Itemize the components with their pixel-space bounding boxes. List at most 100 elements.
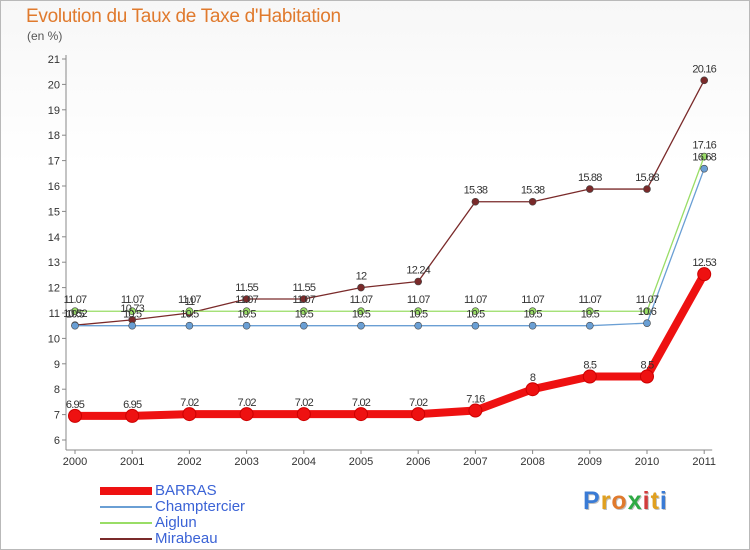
data-label-aiglun: 11.07	[235, 294, 258, 306]
data-point-champtercier	[185, 321, 194, 330]
series-layer	[68, 76, 712, 423]
data-label-barras: 7.16	[466, 394, 485, 406]
data-point-barras	[239, 407, 254, 422]
data-label-aiglun: 11.07	[636, 294, 659, 306]
data-label-champtercier: 10.5	[523, 309, 542, 321]
data-label-mirabeau: 11.55	[235, 282, 258, 294]
data-point-champtercier	[585, 321, 594, 330]
y-tick-label: 17	[48, 156, 60, 168]
data-point-aiglun	[242, 307, 251, 316]
x-tick-label: 2001	[120, 456, 144, 468]
legend-item-mirabeau: Mirabeau	[100, 531, 320, 547]
data-point-champtercier	[299, 321, 308, 330]
data-point-barras	[296, 407, 311, 422]
data-label-aiglun: 11.07	[178, 294, 201, 306]
legend-label: BARRAS	[155, 482, 217, 499]
logo-letter: t	[650, 487, 660, 515]
data-point-barras	[68, 408, 82, 423]
data-labels-layer: 6.95 6.95 7.02 7.02 7.02 7.02 7.02 7.16 8 8.5 8.5 1…	[63, 63, 717, 411]
x-tick-label: 2008	[520, 456, 544, 468]
data-label-aiglun: 11.07	[350, 294, 373, 306]
data-point-mirabeau	[643, 185, 651, 193]
series-line-mirabeau	[74, 79, 705, 326]
y-tick-label: 14	[48, 232, 60, 244]
data-label-barras: 7.02	[237, 397, 256, 409]
data-label-mirabeau: 15.88	[578, 172, 602, 184]
x-tick-label: 2004	[292, 456, 316, 468]
data-label-barras: 7.02	[180, 397, 199, 409]
data-label-champtercier: 10.5	[466, 309, 485, 321]
y-tick-label: 9	[54, 359, 60, 371]
x-tick-label: 2009	[578, 456, 602, 468]
data-label-mirabeau: 12.24	[406, 265, 430, 277]
data-label-barras: 7.02	[295, 397, 314, 409]
data-label-mirabeau: 10.52	[63, 308, 87, 320]
data-point-champtercier	[128, 321, 136, 330]
chart-title: Evolution du Taux de Taxe d'Habitation	[26, 6, 341, 27]
data-label-barras: 8.5	[641, 360, 655, 372]
x-tick-label: 2010	[635, 456, 659, 468]
y-tick-label: 15	[48, 206, 60, 218]
data-point-champtercier	[242, 321, 251, 330]
data-label-mirabeau: 20.16	[692, 63, 716, 75]
data-label-aiglun: 11.07	[464, 294, 487, 306]
logo-letter: i	[659, 487, 668, 515]
legend-label: Champtercier	[155, 498, 246, 515]
y-tick-label: 7	[54, 410, 60, 422]
data-label-champtercier: 10.5	[237, 309, 256, 321]
data-label-barras: 12.53	[692, 257, 716, 269]
data-point-aiglun	[299, 307, 308, 316]
legend-swatch	[100, 538, 152, 540]
y-tick-label: 10	[48, 333, 60, 345]
data-label-champtercier: 10.5	[180, 309, 199, 321]
data-label-aiglun: 11.07	[64, 294, 87, 306]
data-label-aiglun: 11.07	[521, 294, 544, 306]
legend-item-aiglun: Aiglun	[100, 515, 320, 531]
logo-letter: o	[611, 487, 628, 515]
y-tick-label: 13	[48, 257, 60, 269]
data-point-champtercier	[71, 321, 79, 330]
y-tick-label: 11	[49, 308, 60, 320]
series-line-aiglun	[74, 155, 705, 312]
data-point-aiglun	[414, 307, 423, 316]
data-point-mirabeau	[299, 295, 308, 303]
data-label-mirabeau: 15.88	[635, 172, 659, 184]
data-point-aiglun	[528, 307, 537, 316]
data-point-aiglun	[357, 307, 365, 316]
data-label-champtercier: 10.5	[66, 309, 85, 321]
y-tick-label: 6	[54, 435, 60, 447]
proxiti-logo: Proxiti	[583, 487, 668, 516]
series-line-barras	[71, 270, 709, 420]
data-label-mirabeau: 11	[184, 296, 195, 308]
data-label-aiglun: 11.07	[292, 294, 315, 306]
legend-label: Mirabeau	[155, 530, 218, 547]
data-label-barras: 7.02	[409, 397, 428, 409]
data-point-mirabeau	[528, 197, 537, 206]
chart-legend: BARRAS Champtercier Aiglun Mirabeau	[100, 483, 320, 547]
data-label-barras: 8	[530, 372, 536, 384]
x-tick-label: 2002	[177, 456, 201, 468]
data-label-champtercier: 10.5	[409, 309, 428, 321]
data-point-mirabeau	[357, 283, 365, 292]
data-label-barras: 6.95	[123, 399, 142, 411]
data-point-barras	[525, 382, 540, 397]
legend-label: Aiglun	[155, 514, 197, 531]
legend-swatch	[100, 506, 152, 508]
data-label-mirabeau: 15.38	[464, 185, 488, 197]
data-label-champtercier: 10.5	[581, 309, 600, 321]
x-tick-label: 2003	[234, 456, 258, 468]
data-label-barras: 6.95	[66, 399, 85, 411]
data-label-aiglun: 11.07	[121, 294, 144, 306]
logo-letter: x	[627, 487, 643, 515]
data-point-mirabeau	[585, 185, 594, 193]
legend-item-barras: BARRAS	[100, 483, 320, 499]
data-point-champtercier	[528, 321, 537, 330]
data-point-barras	[354, 407, 368, 422]
data-point-aiglun	[643, 307, 651, 316]
data-label-mirabeau: 11.55	[292, 282, 315, 294]
logo-letter: i	[642, 487, 651, 515]
x-tick-label: 2007	[463, 456, 487, 468]
data-point-barras	[640, 369, 654, 384]
